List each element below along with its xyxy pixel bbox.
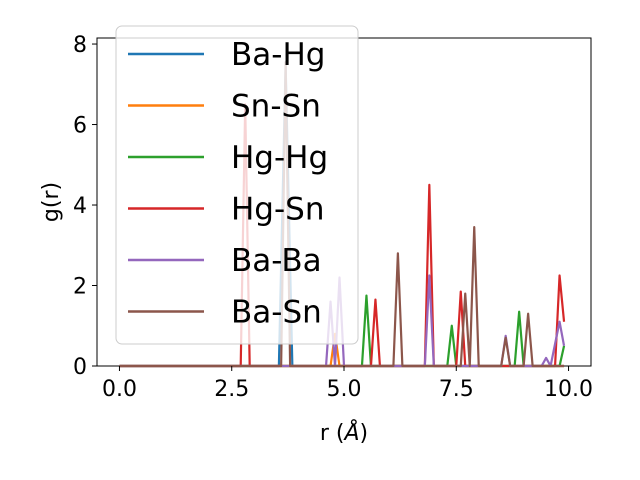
series-line-ba-sn	[119, 61, 565, 368]
legend-label: Ba-Ba	[231, 243, 322, 279]
x-tick-label: 7.5	[439, 377, 474, 402]
ticks-layer: 0.0 2.5 5.0 7.5 10.0 0 2 4 6 8	[73, 33, 593, 402]
legend-label: Ba-Sn	[231, 295, 322, 331]
y-tick-label: 6	[73, 114, 87, 139]
y-tick-label: 0	[73, 355, 87, 380]
legend-label: Ba-Hg	[231, 37, 325, 73]
series-layer	[119, 61, 566, 368]
y-axis-label: g(r)	[39, 182, 64, 222]
y-tick-label: 8	[73, 33, 87, 58]
legend-label: Hg-Hg	[231, 140, 328, 176]
legend-label: Sn-Sn	[231, 89, 321, 125]
legend: Ba-Hg Sn-Sn Hg-Hg Hg-Sn Ba-Ba Ba-Sn	[115, 25, 359, 345]
x-tick-label: 5.0	[327, 377, 362, 402]
y-tick-label: 4	[73, 194, 87, 219]
x-tick-label: 2.5	[214, 377, 249, 402]
x-axis-label: r (Å)	[320, 419, 368, 446]
x-tick-label: 0.0	[102, 377, 137, 402]
legend-label: Hg-Sn	[231, 192, 325, 228]
y-tick-label: 2	[73, 275, 87, 300]
x-tick-label: 10.0	[544, 377, 593, 402]
